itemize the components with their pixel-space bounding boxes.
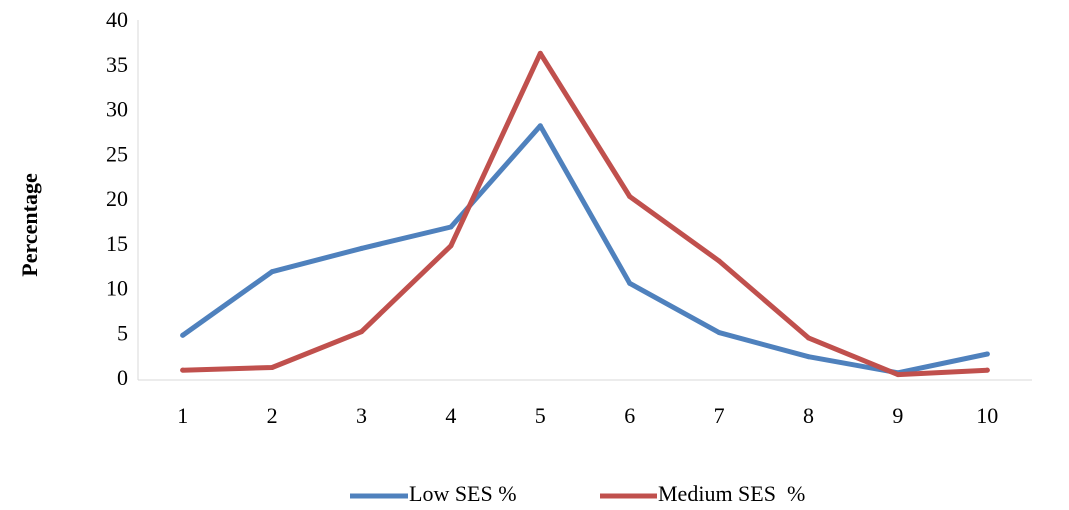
y-tick-label: 0 — [117, 365, 128, 390]
data-point — [537, 123, 543, 129]
data-point — [984, 367, 990, 373]
data-point — [448, 224, 454, 230]
data-point — [359, 245, 364, 251]
x-tick-label: 1 — [177, 403, 188, 428]
y-axis-label: Percentage — [17, 173, 42, 277]
y-axis: 0 5 10 15 20 25 30 35 40 — [106, 7, 139, 390]
data-point — [359, 329, 364, 335]
x-tick-label: 7 — [714, 403, 725, 428]
data-point — [806, 354, 811, 360]
y-tick-label: 5 — [117, 320, 128, 345]
data-point — [627, 280, 633, 286]
data-point — [895, 372, 901, 378]
series-lines — [180, 50, 990, 378]
data-point — [180, 367, 186, 373]
y-tick-label: 10 — [106, 276, 128, 301]
data-point — [448, 243, 454, 249]
x-tick-label: 5 — [535, 403, 546, 428]
y-tick-label: 40 — [106, 7, 128, 32]
legend: Low SES % Medium SES % — [350, 481, 805, 506]
data-point — [806, 335, 811, 341]
x-tick-label: 10 — [976, 403, 998, 428]
data-point — [984, 351, 990, 357]
data-point — [269, 269, 275, 275]
series-line-low-ses — [180, 123, 990, 376]
data-point — [537, 50, 543, 56]
data-point — [716, 258, 722, 264]
y-tick-label: 35 — [106, 52, 128, 77]
x-tick-label: 8 — [803, 403, 814, 428]
x-tick-label: 2 — [267, 403, 278, 428]
x-tick-label: 6 — [624, 403, 635, 428]
x-tick-label: 4 — [445, 403, 456, 428]
y-tick-label: 15 — [106, 231, 128, 256]
x-tick-label: 9 — [892, 403, 903, 428]
legend-label: Low SES % — [409, 481, 517, 506]
x-tick-label: 3 — [356, 403, 367, 428]
series-line-medium-ses — [180, 50, 990, 378]
x-axis: 1 2 3 4 5 6 7 8 9 10 — [138, 379, 1032, 428]
data-point — [716, 330, 722, 336]
y-tick-label: 30 — [106, 97, 128, 122]
legend-label: Medium SES % — [658, 481, 805, 506]
y-tick-label: 20 — [106, 186, 128, 211]
y-tick-label: 25 — [106, 141, 128, 166]
data-point — [269, 364, 275, 370]
data-point — [180, 332, 186, 338]
data-point — [627, 194, 633, 200]
